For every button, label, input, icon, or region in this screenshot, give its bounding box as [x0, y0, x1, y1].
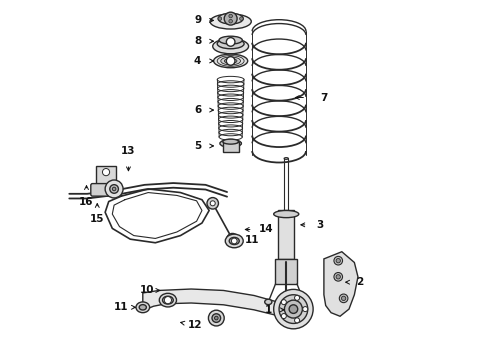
Ellipse shape: [210, 14, 251, 29]
Circle shape: [281, 314, 286, 319]
Ellipse shape: [224, 58, 237, 63]
Ellipse shape: [300, 299, 308, 305]
Ellipse shape: [213, 39, 248, 54]
Circle shape: [334, 273, 343, 281]
Text: 10: 10: [140, 285, 155, 296]
Circle shape: [164, 297, 171, 304]
Circle shape: [336, 258, 341, 263]
Circle shape: [112, 187, 116, 191]
FancyBboxPatch shape: [91, 184, 122, 196]
Text: 13: 13: [121, 146, 136, 156]
Text: 12: 12: [188, 320, 202, 330]
Circle shape: [226, 38, 235, 46]
Text: 2: 2: [356, 277, 364, 287]
Circle shape: [281, 300, 286, 305]
Bar: [278, 211, 294, 259]
Text: 4: 4: [194, 56, 201, 66]
Circle shape: [342, 296, 346, 301]
Ellipse shape: [217, 39, 244, 49]
Circle shape: [212, 314, 220, 322]
Circle shape: [285, 300, 302, 318]
Circle shape: [207, 198, 219, 209]
Circle shape: [294, 295, 299, 300]
Bar: [275, 259, 297, 284]
Text: 7: 7: [320, 93, 328, 103]
Text: 15: 15: [90, 215, 104, 224]
Ellipse shape: [223, 139, 239, 144]
Polygon shape: [223, 141, 239, 152]
Circle shape: [279, 295, 308, 323]
Circle shape: [105, 180, 123, 198]
Text: 11: 11: [114, 302, 128, 312]
Circle shape: [240, 17, 243, 21]
Ellipse shape: [214, 54, 247, 68]
Ellipse shape: [139, 305, 147, 310]
Circle shape: [227, 233, 238, 245]
Ellipse shape: [274, 211, 299, 218]
Circle shape: [336, 275, 341, 279]
Text: 11: 11: [245, 235, 259, 245]
Circle shape: [294, 318, 299, 323]
Circle shape: [303, 307, 308, 312]
Circle shape: [230, 237, 235, 242]
Polygon shape: [143, 289, 288, 316]
Ellipse shape: [284, 158, 289, 159]
Text: 16: 16: [79, 197, 94, 207]
Text: 6: 6: [194, 105, 201, 115]
Circle shape: [110, 185, 119, 193]
Circle shape: [274, 289, 313, 329]
Circle shape: [208, 310, 224, 326]
Polygon shape: [96, 166, 116, 187]
Circle shape: [226, 57, 235, 65]
Text: 9: 9: [194, 15, 201, 26]
Ellipse shape: [265, 299, 272, 305]
Ellipse shape: [159, 293, 176, 307]
Circle shape: [229, 19, 232, 23]
Ellipse shape: [218, 13, 243, 24]
Ellipse shape: [221, 57, 241, 65]
Circle shape: [210, 201, 215, 206]
Circle shape: [224, 12, 237, 25]
Circle shape: [229, 14, 232, 18]
Text: 3: 3: [317, 220, 324, 230]
Text: 1: 1: [265, 305, 272, 315]
Text: 14: 14: [259, 225, 274, 234]
Ellipse shape: [225, 234, 243, 248]
Circle shape: [339, 294, 348, 303]
Circle shape: [218, 17, 221, 21]
Ellipse shape: [229, 237, 239, 244]
Ellipse shape: [136, 302, 149, 313]
Circle shape: [231, 238, 237, 244]
Circle shape: [334, 256, 343, 265]
Circle shape: [102, 168, 110, 176]
Ellipse shape: [163, 296, 173, 304]
Polygon shape: [324, 252, 358, 316]
Circle shape: [215, 316, 218, 320]
Ellipse shape: [219, 36, 243, 44]
Text: 8: 8: [194, 36, 201, 46]
Ellipse shape: [220, 139, 242, 147]
Text: 5: 5: [194, 141, 201, 151]
Circle shape: [289, 305, 298, 314]
